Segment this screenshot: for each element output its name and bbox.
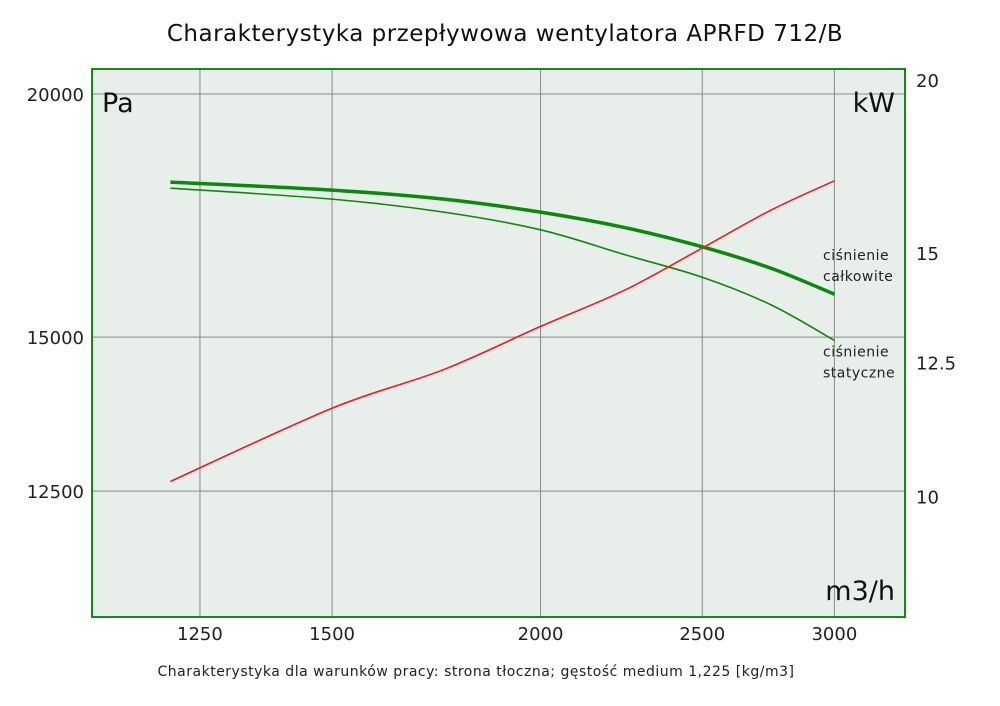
y-tick-label: 20000 <box>27 85 84 106</box>
y2-tick-label: 10 <box>916 487 939 508</box>
y-axis-unit: Pa <box>102 88 134 119</box>
series-label: statyczne <box>823 365 895 381</box>
tick-labels: 1250 1500 2000 2500 3000 12500 15000 20000 10 12.… <box>27 71 956 645</box>
series-line-ciśnienie-całkowite <box>170 180 836 296</box>
y2-tick-label: 20 <box>916 71 939 92</box>
series-labels: ciśnienie całkowite ciśnienie statyczne <box>823 248 895 381</box>
x-tick-label: 1250 <box>177 624 223 645</box>
y-tick-label: 15000 <box>27 328 84 349</box>
grid-lines <box>92 69 905 617</box>
series-label: ciśnienie <box>823 248 889 264</box>
series-lines <box>170 180 836 483</box>
y2-axis-unit: kW <box>853 88 895 119</box>
plot-frame <box>91 68 906 618</box>
series-line-moc <box>170 180 835 483</box>
chart-title: Charakterystyka przepływowa wentylatora … <box>167 21 843 47</box>
x-axis-unit: m3/h <box>825 576 895 607</box>
x-tick-label: 1500 <box>309 624 355 645</box>
y2-tick-label: 12.5 <box>916 353 956 374</box>
series-label: całkowite <box>823 269 893 285</box>
x-tick-label: 2500 <box>679 624 725 645</box>
y-tick-label: 12500 <box>27 482 84 503</box>
series-line-ciśnienie-statyczne <box>170 187 835 342</box>
x-tick-label: 2000 <box>518 624 564 645</box>
chart-caption: Charakterystyka dla warunków pracy: stro… <box>158 664 795 680</box>
series-label: ciśnienie <box>823 344 889 360</box>
plot-area <box>92 69 905 617</box>
x-tick-label: 3000 <box>811 624 857 645</box>
y2-tick-label: 15 <box>916 244 939 265</box>
